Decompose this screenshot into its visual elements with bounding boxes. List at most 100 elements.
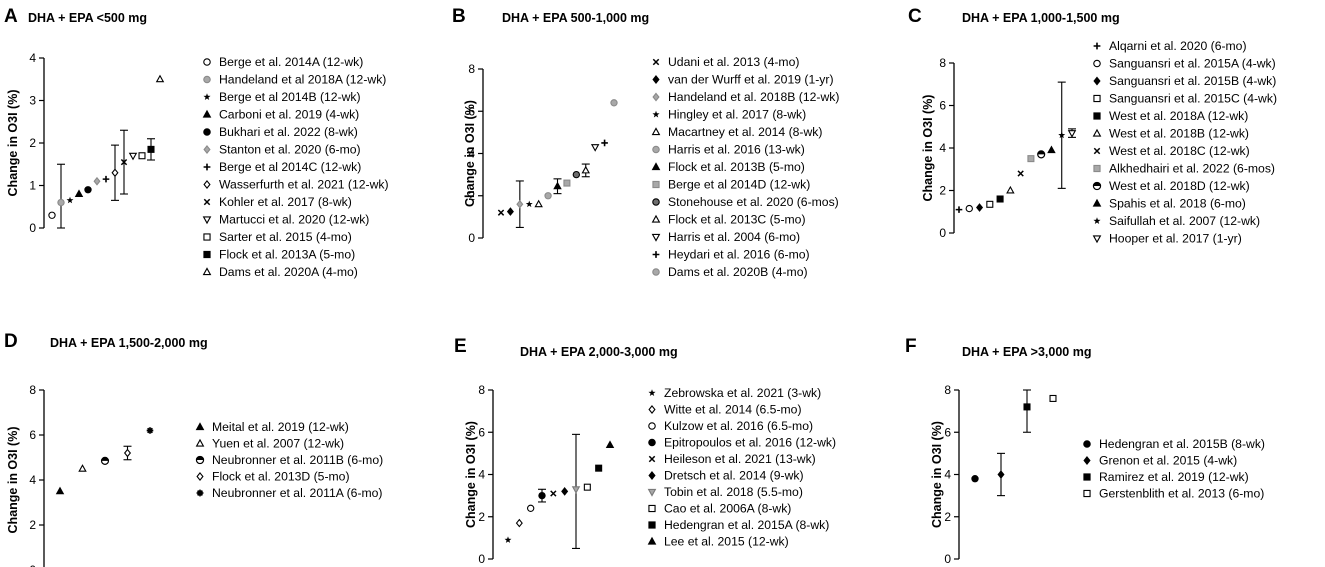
legend-entry: Udani et al. 2013 (4-mo)	[668, 55, 799, 69]
y-tick-label: 6	[468, 104, 475, 118]
legend-entry: Neubronner et al. 2011A (6-mo)	[212, 486, 383, 500]
legend-entry: Handeland et al. 2018B (12-wk)	[668, 90, 839, 104]
y-axis-label: Change in O3I (%)	[6, 90, 20, 197]
legend-entry: Zebrowska et al. 2021 (3-wk)	[664, 386, 821, 400]
legend-entry: West et al. 2018A (12-wk)	[1109, 109, 1248, 123]
y-tick-label: 0	[939, 226, 946, 240]
y-axis-label: Change in O3I (%)	[921, 95, 935, 202]
legend-entry: Hooper et al. 2017 (1-yr)	[1109, 232, 1242, 246]
legend-entry: Hedengran et al. 2015A (8-wk)	[664, 518, 829, 532]
data-point	[1027, 155, 1035, 163]
panel-letter: E	[454, 336, 467, 357]
data-point	[955, 206, 963, 213]
chart-panel-b: B DHA + EPA 500-1,000 mg 0 2 4 6 8 Change in O3…	[452, 6, 839, 279]
y-tick-label: 4	[478, 468, 485, 482]
y-axis-label: Change in O3I (%)	[930, 421, 944, 528]
legend-marker	[652, 180, 660, 189]
legend-entry: Gerstenblith et al. 2013 (6-mo)	[1099, 487, 1264, 501]
legend-marker	[648, 389, 656, 397]
legend-marker	[203, 233, 211, 241]
legend-marker	[202, 216, 212, 225]
data-point	[561, 487, 569, 496]
y-tick-label: 2	[468, 189, 475, 203]
legend-marker	[652, 58, 660, 66]
data-point	[571, 486, 581, 494]
data-point	[55, 486, 65, 495]
y-tick-label: 6	[29, 428, 36, 442]
legend-entry: Berge et al 2014B (12-wk)	[219, 90, 361, 104]
panel-title: DHA + EPA 2,000-3,000 mg	[520, 345, 678, 359]
legend-marker	[196, 472, 204, 481]
legend-marker	[203, 75, 211, 84]
data-point	[66, 196, 74, 204]
legend-entry: Dams et al. 2020B (4-mo)	[668, 265, 808, 279]
legend-marker	[1093, 147, 1101, 155]
data-point	[1017, 170, 1024, 177]
data-point	[601, 139, 608, 147]
legend-entry: Flock et al. 2013B (5-mo)	[668, 160, 805, 174]
panel-title: DHA + EPA >3,000 mg	[962, 345, 1091, 359]
legend-entry: Harris et al. 2004 (6-mo)	[668, 230, 800, 244]
y-tick-label: 2	[29, 518, 36, 532]
legend-entry: Carboni et al. 2019 (4-wk)	[219, 108, 359, 122]
y-tick-label: 2	[29, 136, 36, 150]
legend-entry: Meital et al. 2019 (12-wk)	[212, 420, 349, 434]
legend-entry: Stonehouse et al. 2020 (6-mos)	[668, 195, 839, 209]
legend-entry: Heileson et al. 2021 (13-wk)	[664, 452, 816, 466]
legend-entry: Neubronner et al. 2011B (6-mo)	[212, 453, 383, 467]
data-point	[146, 427, 154, 434]
legend-marker	[203, 180, 211, 189]
data-point	[538, 491, 546, 500]
data-point	[48, 211, 56, 219]
data-point	[74, 189, 84, 198]
y-tick-label: 4	[29, 473, 36, 487]
legend-entry: Sarter et al. 2015 (4-mo)	[219, 230, 352, 244]
chart-panel-c: C DHA + EPA 1,000-1,500 mg 0 2 4 6 8 Change in …	[908, 6, 1277, 246]
chart-panel-d: D DHA + EPA 1,500-2,000 mg 0 2 4 6 8 Change in …	[4, 331, 383, 567]
legend-marker	[648, 521, 656, 529]
legend-marker	[195, 438, 205, 447]
y-tick-label: 4	[468, 147, 475, 161]
data-point	[1023, 403, 1031, 411]
legend-marker	[648, 405, 656, 414]
legend-entry: Sanguansri et al. 2015C (4-wk)	[1109, 92, 1277, 106]
legend-entry: Ramirez et al. 2019 (12-wk)	[1099, 470, 1249, 484]
legend-entry: West et al. 2018C (12-wk)	[1109, 144, 1250, 158]
legend-entry: Harris et al. 2016 (13-wk)	[668, 143, 805, 157]
legend: Zebrowska et al. 2021 (3-wk) Witte et al.…	[647, 386, 836, 549]
legend-marker	[652, 92, 660, 102]
data-point	[525, 200, 533, 208]
data-point	[1047, 145, 1056, 154]
data-point	[971, 475, 979, 483]
legend-marker	[202, 267, 212, 276]
legend-entry: West et al. 2018B (12-wk)	[1109, 127, 1249, 141]
y-tick-label: 2	[939, 184, 946, 198]
y-tick-label: 2	[944, 510, 951, 524]
legend-entry: van der Wurff et al. 2019 (1-yr)	[668, 73, 834, 87]
legend-entry: Alqarni et al. 2020 (6-mo)	[1109, 39, 1247, 53]
legend-entry: Berge et al 2014D (12-wk)	[668, 178, 810, 192]
legend-entry: Dretsch et al. 2014 (9-wk)	[664, 469, 804, 483]
data-point	[1067, 130, 1077, 138]
panel-title: DHA + EPA 500-1,000 mg	[502, 11, 649, 25]
data-point	[563, 179, 571, 187]
y-tick-label: 0	[478, 552, 485, 566]
legend-marker	[648, 455, 656, 463]
y-tick-label: 1	[29, 179, 36, 193]
y-tick-label: 8	[478, 383, 485, 397]
data-point	[1058, 131, 1066, 139]
panel-letter: A	[4, 6, 18, 27]
chart-panel-f: F DHA + EPA >3,000 mg 0 2 4 6 8 Change in O3I (…	[905, 336, 1265, 566]
legend-entry: Wasserfurth et al. 2021 (12-wk)	[219, 178, 389, 192]
data-point	[102, 175, 110, 183]
panel-title: DHA + EPA 1,500-2,000 mg	[50, 336, 208, 350]
legend-marker	[203, 93, 211, 101]
legend-entry: Hedengran et al. 2015B (8-wk)	[1099, 437, 1265, 451]
data-point	[550, 490, 557, 497]
legend-entry: Saifullah et al. 2007 (12-wk)	[1109, 214, 1260, 228]
data-point	[93, 176, 101, 186]
legend-marker	[203, 145, 211, 154]
legend-marker	[651, 233, 661, 242]
y-tick-label: 4	[29, 51, 36, 65]
y-axis-label: Change in O3I (%)	[6, 427, 20, 534]
